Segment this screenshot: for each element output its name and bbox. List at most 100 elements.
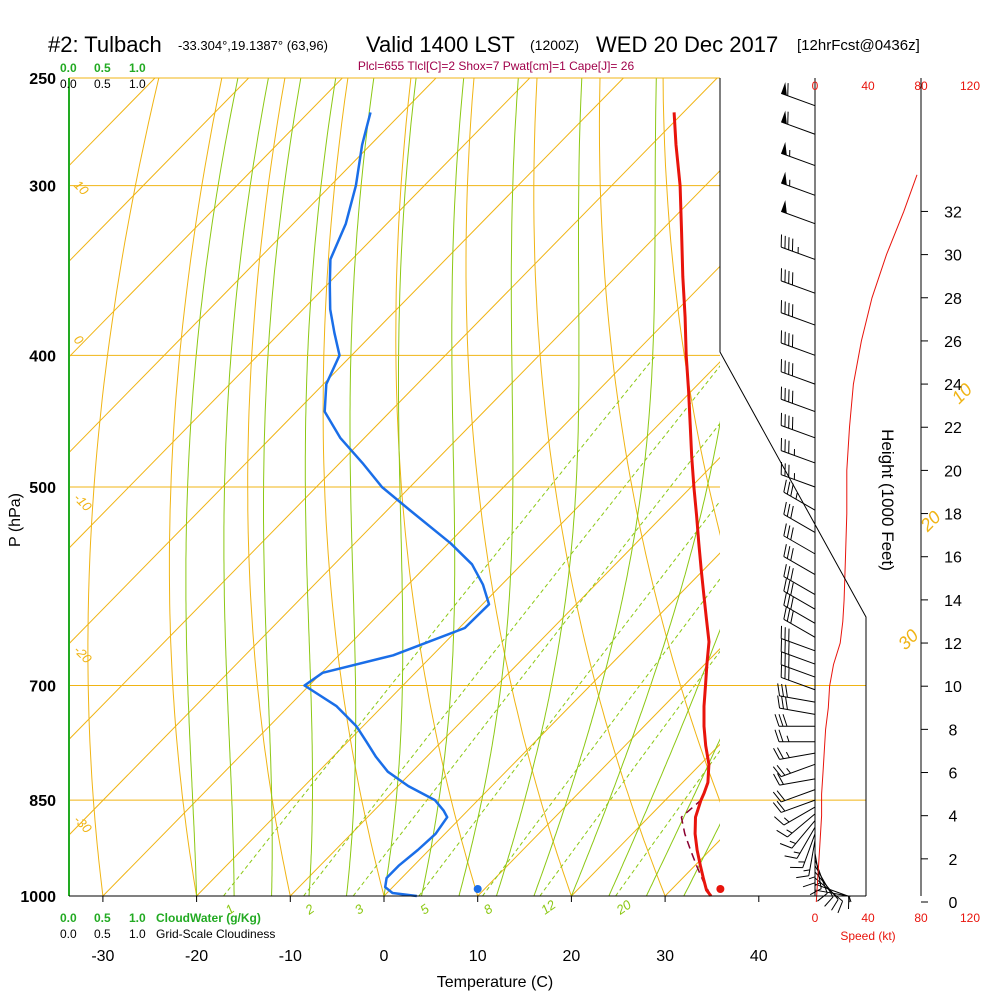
- height-axis-label: Height (1000 Feet): [878, 429, 897, 571]
- speed-tick-bottom-3: 120: [960, 911, 980, 925]
- wind-barb-feather: [824, 896, 834, 907]
- wind-barb-feather: [786, 566, 791, 579]
- wind-barb: [780, 664, 816, 691]
- dry-adiabat: [247, 78, 291, 896]
- wind-barb-staff: [781, 450, 816, 464]
- height-tick-label: 22: [944, 420, 962, 437]
- wind-barb-half: [848, 895, 852, 903]
- mixing-ratio-label: 3: [352, 901, 367, 918]
- wind-barb-feather: [783, 479, 787, 493]
- wind-barb-staff: [781, 342, 816, 356]
- dry-adiabat: [726, 78, 946, 896]
- wind-barb-feather: [790, 548, 794, 561]
- wind-barb-feather: [817, 892, 828, 902]
- wind-barb-staff: [781, 474, 816, 488]
- plot-right-border: [719, 78, 867, 896]
- wind-barb: [780, 330, 816, 356]
- wind-barb-feather: [778, 714, 784, 727]
- wind-barb: [772, 799, 816, 813]
- wind-barb: [773, 773, 816, 786]
- surface-temperature-marker: [716, 885, 725, 893]
- title-forecast: [12hrFcst@0436z]: [797, 37, 920, 54]
- wind-barb-feather: [777, 683, 781, 696]
- wind-barb-staff: [783, 491, 816, 511]
- wind-barb-feather: [790, 483, 794, 497]
- title-valid: Valid 1400 LST: [366, 32, 515, 57]
- dry-adiabat: [87, 78, 160, 896]
- wind-barb: [783, 544, 816, 576]
- wind-barb-staff: [779, 778, 816, 786]
- wind-barb: [780, 412, 816, 439]
- wind-barb-feather: [782, 714, 788, 727]
- wind-barb: [780, 652, 816, 678]
- cloudiness-tick-bottom-2: 1.0: [129, 927, 146, 941]
- pressure-tick-label: 250: [29, 71, 56, 88]
- cloudiness-label: Grid-Scale Cloudiness: [156, 927, 275, 941]
- isotherm-line: [477, 648, 720, 896]
- wind-barb-feather: [790, 582, 794, 596]
- wind-barb: [790, 833, 816, 869]
- height-tick-label: 18: [944, 507, 962, 524]
- wind-barb: [780, 386, 816, 413]
- moist-adiabat: [383, 78, 417, 896]
- wind-barb-staff: [783, 576, 816, 596]
- isotherm-label-left: 0: [71, 332, 87, 348]
- wind-barb-feather: [786, 608, 791, 622]
- moist-adiabat: [495, 78, 583, 896]
- wind-barb-feather: [785, 684, 788, 698]
- x-tick-label: 20: [563, 948, 581, 965]
- isotherm-label-left: 10: [71, 177, 92, 198]
- height-tick-label: 26: [944, 334, 962, 351]
- wind-barb-staff: [783, 604, 816, 624]
- wind-barb-feather: [786, 525, 791, 538]
- wind-barb-feather: [774, 714, 780, 727]
- height-tick-label: 32: [944, 204, 962, 221]
- cloudiness-tick-top-1: 0.5: [94, 77, 111, 91]
- pressure-tick-label: 400: [29, 348, 56, 365]
- dewpoint-line: [303, 112, 491, 898]
- moist-adiabat: [304, 78, 337, 896]
- isotherm-label-right: 20: [916, 507, 945, 536]
- mixing-ratio-line: [352, 422, 720, 896]
- wind-barb-feather: [783, 592, 787, 606]
- wind-barb-feather: [776, 800, 786, 812]
- indices-line: Plcl=655 Tlcl[C]=2 Shox=7 Pwat[cm]=1 Cap…: [358, 59, 635, 73]
- wind-barb-staff: [783, 535, 816, 555]
- cloudiness-tick-top-0: 0.0: [60, 77, 77, 91]
- cloudiness-tick-top-2: 1.0: [129, 77, 146, 91]
- wind-barb-feather: [776, 829, 788, 838]
- wind-barb-feather: [786, 503, 791, 517]
- cloudwater-label: CloudWater (g/Kg): [156, 911, 261, 925]
- moist-adiabat: [796, 78, 1000, 896]
- y-axis-label: P (hPa): [7, 493, 24, 547]
- moist-adiabat: [421, 78, 465, 896]
- wind-barb-feather: [777, 695, 781, 709]
- surface-dewpoint-marker: [473, 885, 482, 893]
- isotherm-line: [383, 552, 720, 896]
- cloudiness-tick-bottom-1: 0.5: [94, 927, 111, 941]
- dry-adiabat: [915, 78, 1000, 896]
- cloudwater-tick-bottom-2: 1.0: [129, 911, 146, 925]
- wind-barb-flag: [781, 200, 787, 214]
- wind-barb-feather: [786, 481, 791, 495]
- wind-barb: [796, 840, 816, 879]
- height-tick-label: 4: [949, 809, 958, 826]
- wind-barb: [780, 437, 816, 464]
- pressure-tick-label: 500: [29, 480, 56, 497]
- pressure-tick-label: 1000: [20, 889, 56, 906]
- moist-adiabat: [721, 78, 1000, 896]
- wind-barb-staff: [781, 371, 816, 385]
- wind-barb-staff: [781, 799, 816, 813]
- wind-barb-feather: [783, 564, 787, 577]
- wind-barb-feather: [786, 580, 791, 594]
- mixing-ratio-label: 5: [417, 901, 432, 918]
- moist-adiabat: [263, 78, 302, 896]
- wind-barb-feather: [796, 875, 809, 879]
- cloudwater-tick-bottom-1: 0.5: [94, 911, 111, 925]
- wind-barb-staff: [781, 676, 816, 691]
- wind-barb-feather: [786, 546, 791, 559]
- wind-barb-staff: [781, 789, 816, 803]
- wind-barb: [774, 714, 815, 727]
